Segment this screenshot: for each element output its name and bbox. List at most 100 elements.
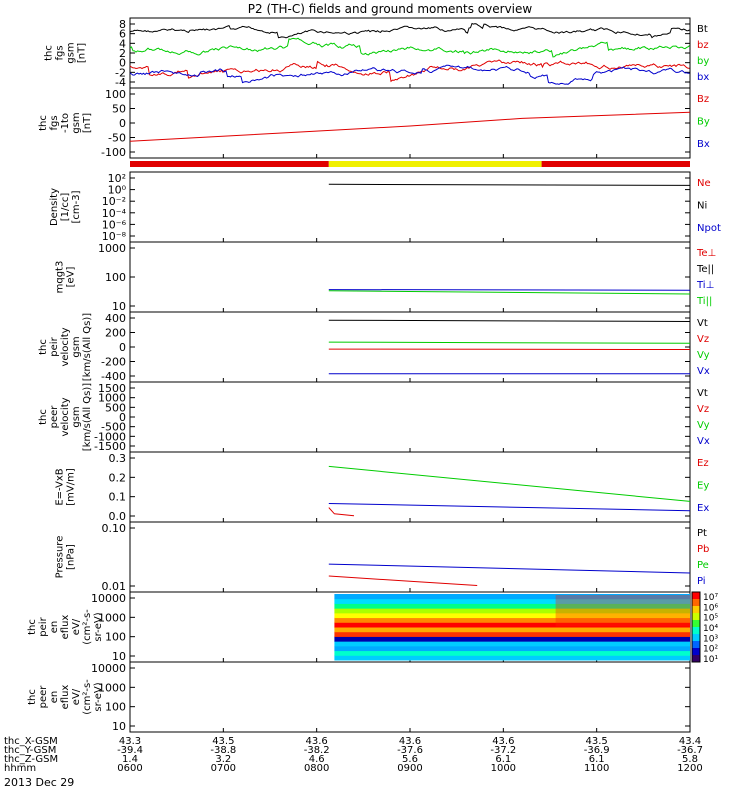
peir-ytick-label: -200 (101, 356, 126, 369)
peir-legend-0: Vt (697, 318, 708, 329)
spectrogram-band-8 (334, 617, 690, 623)
peir-ylabel: [km/s(All Qs)] (82, 313, 93, 381)
fgs-trace-bx (129, 64, 690, 85)
spectrogram-band-0 (334, 655, 690, 661)
spectrogram-band-1 (334, 650, 690, 656)
peer_spec-ylabel: peer (38, 685, 49, 709)
peir_spec-ylabel: peir (38, 616, 49, 636)
footer-row-value: 43.3 (119, 736, 141, 747)
density-frame (129, 171, 691, 243)
spectrogram-band-9 (334, 612, 690, 619)
efield-ytick-label: 0.3 (109, 452, 127, 465)
fgl-legend-0: Bz (697, 94, 709, 105)
fgl-ytick-label: -50 (108, 132, 126, 145)
temp-ylabel: [eV] (66, 267, 77, 288)
peir_spec-ylabel: thc (27, 619, 38, 635)
pressure-ytick-label: 0.01 (102, 580, 127, 593)
footer-row-value: 0800 (304, 763, 329, 774)
efield-ylabel: [mV/m] (66, 468, 77, 506)
footer-row-label: hhmm (4, 763, 36, 774)
fgl-legend-2: Bx (697, 139, 710, 150)
fgl-frame (129, 87, 691, 159)
plot-title: P2 (TH-C) fields and ground moments over… (248, 2, 533, 16)
efield-series-Ez (328, 507, 355, 517)
spectrogram-band-13 (334, 594, 690, 600)
fgs-ylabel: gsm (66, 42, 77, 63)
footer-row-value: 43.4 (679, 736, 701, 747)
pressure-legend-2: Pe (697, 560, 709, 571)
peir_spec-ytick-label: 100 (105, 631, 126, 644)
peer-legend-1: Vz (697, 404, 709, 415)
footer-row-value: 1000 (491, 763, 516, 774)
footer-row-value: 4.6 (309, 754, 325, 765)
fgs-ytick-label: 4 (119, 37, 126, 50)
peer-legend-3: Vx (697, 436, 710, 447)
efield-ytick-label: 0.0 (109, 510, 127, 523)
peir-legend-2: Vy (697, 350, 710, 361)
efield-legend-0: Ez (697, 458, 709, 469)
fgs-ylabel: thc (44, 45, 55, 61)
peer-legend-2: Vy (697, 420, 710, 431)
fgs-ytick-label: 8 (119, 18, 126, 31)
peer_spec-ylabel: eV/ (71, 688, 82, 705)
fgs-trace-bz (129, 59, 690, 83)
peir-ylabel: velocity (60, 327, 71, 366)
footer-layer: thc_X-GSM 43.3 43.5 43.6 43.6 43.6 43.5 43.4 thc… (4, 736, 703, 774)
peer-ytick-label: 500 (105, 401, 126, 414)
fgs-trace-by (129, 37, 690, 58)
peer-ytick-label: -500 (101, 421, 126, 434)
spectrogram-band-10 (334, 608, 690, 614)
fgl-ylabel: -1to (60, 113, 71, 133)
peir-frame (129, 311, 691, 383)
peer-ytick-label: -1000 (94, 430, 126, 443)
peer-ylabel: [km/s(All Qs)] (82, 383, 93, 451)
colorbar-segment-3 (692, 613, 700, 621)
peir-series-Vt (328, 319, 691, 322)
density-ylabel: [1/cc] (60, 193, 71, 222)
efield-legend-1: Ey (697, 480, 709, 491)
footer-row-label: thc_X-GSM (4, 736, 58, 747)
footer-row-value: 0600 (117, 763, 142, 774)
peir_spec-ytick-label: 10000 (91, 592, 126, 605)
colorbar-segment-7 (692, 641, 700, 649)
peer_spec-ylabel: thc (27, 689, 38, 705)
footer-row-value: -36.9 (584, 745, 610, 756)
peir-ytick-label: 0 (119, 341, 126, 354)
footer-row-value: 6.1 (589, 754, 605, 765)
temp-legend-2: Ti⊥ (696, 280, 714, 291)
spectrogram-shift (555, 595, 690, 627)
peir-ylabel: gsm (71, 336, 82, 357)
density-ytick-label: 10⁻² (102, 195, 126, 208)
temp-legend-3: Ti|| (696, 296, 712, 307)
spectrogram-band-3 (334, 641, 690, 647)
footer-row-value: 1.4 (122, 754, 138, 765)
footer-row-value: 43.5 (586, 736, 608, 747)
peer-ylabel: thc (38, 409, 49, 425)
peir_spec-ylabel: en (49, 621, 60, 634)
fgl-ylabel: [nT] (82, 113, 93, 133)
density-legend-1: Ni (697, 200, 707, 211)
fgl-ylabel: fgs (49, 115, 60, 130)
fgl-ylabel: thc (38, 115, 49, 131)
peer-ytick-label: 0 (119, 411, 126, 424)
footer-row-value: 1100 (584, 763, 609, 774)
fgl-ytick-label: 100 (105, 88, 126, 101)
peer_spec-ylabel: sr-eV) (93, 682, 104, 711)
footer-row-value: -37.2 (490, 745, 516, 756)
pressure-legend-3: Pi (697, 576, 706, 587)
colorbar-tick-label: 10⁷ (703, 593, 718, 603)
colorbar-tick-label: 10⁴ (703, 624, 718, 634)
fgs-legend-1: bz (697, 40, 709, 51)
density-legend-2: Npot (697, 223, 721, 234)
peer-ylabel: gsm (71, 406, 82, 427)
density-ytick-label: 10⁻⁶ (102, 218, 127, 231)
footer-row-value: 3.2 (215, 754, 231, 765)
pressure-ytick-label: 0.10 (102, 522, 127, 535)
efield-ytick-label: 0.1 (109, 491, 127, 504)
colorbar-segment-5 (692, 627, 700, 635)
fgl-series-Bz (129, 111, 691, 142)
footer-row-label: thc_Y-GSM (4, 745, 56, 756)
efield-ylabel: E=-VxB (55, 468, 66, 505)
